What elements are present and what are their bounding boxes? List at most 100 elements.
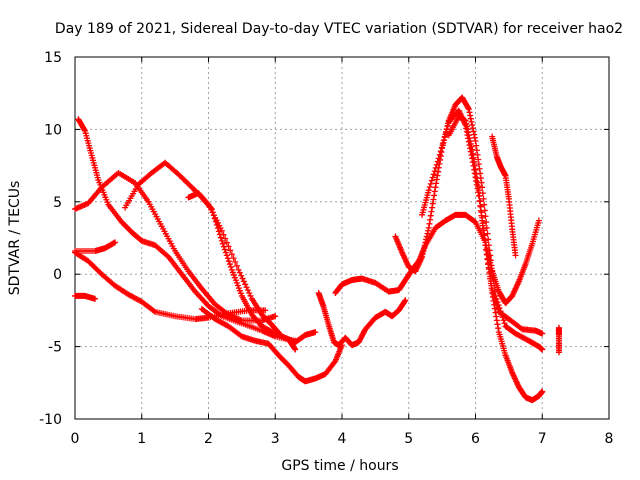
data-point [292, 346, 299, 353]
grid [75, 57, 609, 419]
data-point [477, 198, 484, 205]
series-s8 [198, 305, 345, 385]
data-point [484, 255, 491, 262]
data-point [425, 224, 432, 231]
data-point [480, 195, 487, 202]
data-point [487, 273, 494, 280]
data-point [222, 235, 229, 242]
data-point [239, 275, 246, 282]
data-point [465, 106, 472, 113]
data-point [481, 231, 488, 238]
data-point [473, 170, 480, 177]
data-point [512, 252, 519, 259]
data-point [491, 305, 498, 312]
data-point [473, 142, 480, 149]
data-point [444, 122, 451, 129]
axis-ticks [74, 56, 610, 420]
series-s9 [315, 290, 409, 349]
data-point [428, 177, 435, 184]
data-point [471, 162, 478, 169]
data-point [430, 196, 437, 203]
y-tick-label: 0 [53, 267, 62, 283]
data-point [425, 227, 432, 234]
data-point [270, 329, 277, 336]
data-point [463, 120, 470, 127]
data-point [433, 161, 440, 168]
data-point [433, 180, 440, 187]
data-point [517, 325, 524, 332]
x-tick-label: 1 [137, 431, 146, 447]
data-point [471, 158, 478, 165]
data-point [495, 325, 502, 332]
data-point [487, 257, 494, 264]
data-point [312, 329, 319, 336]
data-point [493, 317, 500, 324]
data-point [150, 307, 157, 314]
data-point [228, 251, 235, 258]
data-point [227, 247, 234, 254]
series-s5 [72, 169, 279, 324]
data-point [478, 209, 485, 216]
data-point [432, 164, 439, 171]
data-point [468, 118, 475, 125]
data-point [441, 133, 448, 140]
data-point [483, 246, 490, 253]
data-point [462, 117, 469, 124]
data-point [475, 187, 482, 194]
data-point [474, 151, 481, 158]
data-point [473, 175, 480, 182]
data-point [225, 258, 232, 265]
y-axis-label: SDTVAR / TECUs [7, 181, 23, 296]
data-point [272, 313, 279, 320]
data-point [469, 122, 476, 129]
data-point [246, 290, 253, 297]
data-point [431, 192, 438, 199]
chart-title: Day 189 of 2021, Sidereal Day-to-day VTE… [55, 21, 623, 37]
data-point [535, 217, 542, 224]
data-point [236, 269, 243, 276]
data-point [434, 172, 441, 179]
data-point [291, 345, 298, 352]
data-point [240, 278, 247, 285]
data-point [463, 123, 470, 130]
data-point [467, 140, 474, 147]
data-point [483, 251, 490, 258]
data-point [220, 231, 227, 238]
data-point [469, 150, 476, 157]
data-point [422, 239, 429, 246]
data-point [468, 143, 475, 150]
data-point [471, 134, 478, 141]
data-point [221, 246, 228, 253]
data-point [219, 240, 226, 247]
data-point [476, 192, 483, 199]
data-point [481, 236, 488, 243]
data-point [224, 255, 231, 262]
data-series [72, 94, 562, 404]
data-point [81, 126, 88, 133]
data-point [483, 219, 490, 226]
y-tick-label: 10 [44, 122, 62, 138]
data-point [427, 216, 434, 223]
data-point [434, 158, 441, 165]
data-point [539, 330, 546, 337]
data-point [494, 321, 501, 328]
data-point [164, 252, 171, 259]
data-point [244, 287, 251, 294]
y-tick-label: 15 [44, 50, 62, 66]
data-point [436, 151, 443, 158]
data-point [539, 346, 546, 353]
series-s13 [445, 113, 546, 337]
data-point [225, 243, 232, 250]
data-point [243, 284, 250, 291]
data-point [421, 242, 428, 249]
data-point [439, 140, 446, 147]
data-point [467, 137, 474, 144]
data-point [235, 266, 242, 273]
data-point [431, 188, 438, 195]
data-point [501, 320, 508, 327]
y-tick-label: 5 [53, 195, 62, 211]
data-point [238, 272, 245, 279]
data-point [425, 187, 432, 194]
data-point [262, 307, 269, 314]
